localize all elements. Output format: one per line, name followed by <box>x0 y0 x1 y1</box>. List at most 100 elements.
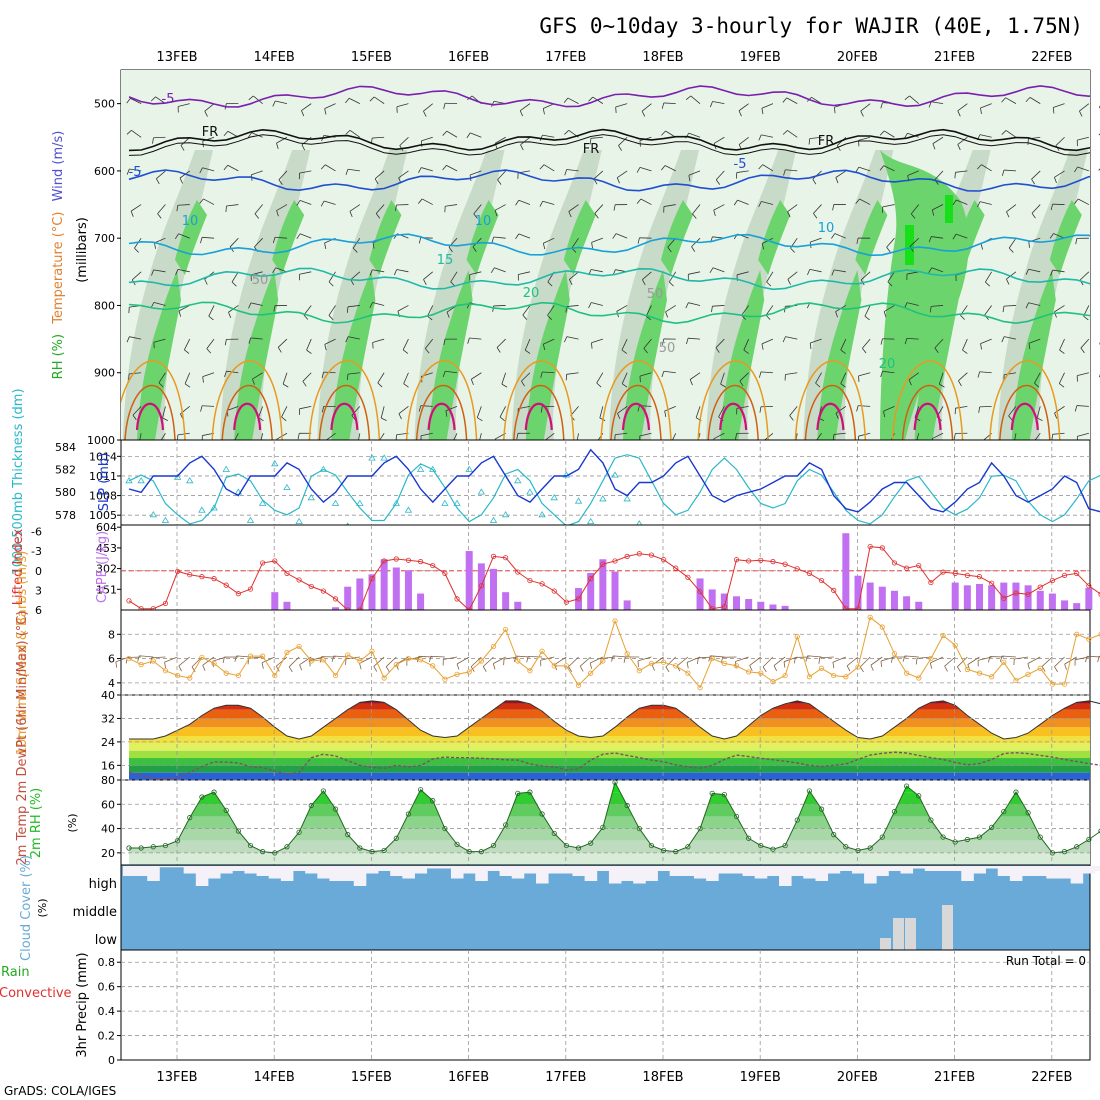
barb-flag <box>735 661 737 668</box>
surface-barb <box>526 656 543 663</box>
barb-shaft <box>1004 336 1017 340</box>
upper-wind-barb <box>1052 103 1065 114</box>
barb-shaft <box>1054 305 1065 313</box>
barb-flag <box>513 655 517 662</box>
barb-shaft <box>688 170 701 176</box>
barb-flag <box>374 178 379 185</box>
upper-wind-barb <box>1006 271 1017 285</box>
barb-shaft <box>398 170 409 179</box>
barb-shaft <box>402 338 409 351</box>
barb-flag <box>492 305 495 312</box>
surface-barb <box>288 656 300 673</box>
barb-shaft <box>208 305 215 317</box>
barb-flag <box>446 311 450 318</box>
upper-wind-barb <box>713 204 725 216</box>
barb-flag <box>288 666 293 673</box>
barb-shaft <box>773 656 786 666</box>
barb-shaft <box>178 656 191 667</box>
lifted-tick: -6 <box>31 526 42 539</box>
barb-flag <box>689 379 693 386</box>
barb-flag <box>860 110 864 117</box>
barb-shaft <box>957 103 968 112</box>
barb-shaft <box>643 338 652 349</box>
upper-wind-barb <box>445 405 458 417</box>
upper-wind-barb <box>248 302 263 309</box>
upper-wind-barb <box>835 406 847 419</box>
thickness-marker <box>319 465 328 472</box>
high-cloud-gap <box>633 866 646 884</box>
upper-wind-barb <box>564 336 579 343</box>
barb-shaft <box>1076 405 1089 407</box>
surface-barb <box>261 656 275 669</box>
thickness-slp-frame <box>120 439 1091 526</box>
upper-wind-barb <box>832 204 846 211</box>
barb-flag <box>320 164 326 170</box>
barb-shaft <box>276 656 288 667</box>
barb-shaft <box>676 656 689 667</box>
high-cloud-gap <box>961 866 974 881</box>
barb-flag <box>645 315 652 321</box>
rh-marker <box>454 841 460 847</box>
lifted-tick: 3 <box>35 584 42 597</box>
high-cloud-gap <box>475 866 488 881</box>
upper-wind-barb <box>856 405 871 412</box>
surface-barb <box>665 656 677 673</box>
barb-shaft <box>887 271 895 283</box>
slp-label: SLP (mb) <box>97 453 112 512</box>
lifted-marker <box>1001 595 1007 601</box>
barb-flag <box>783 169 786 176</box>
barb-shaft <box>712 101 725 105</box>
top-date-label: 17FEB <box>545 50 586 65</box>
barb-flag <box>887 281 893 287</box>
svg-text:RH (%) Temperature (°C: RH (%) Temperature (°C) Wind (m/s) <box>51 131 66 380</box>
barb-flag <box>154 242 157 249</box>
rh-core <box>720 270 765 440</box>
barb-shaft <box>596 372 604 384</box>
upper-wind-barb <box>151 269 166 276</box>
high-cloud-gap <box>560 866 573 874</box>
barb-flag <box>934 347 939 353</box>
barb-shaft <box>910 204 920 215</box>
barb-flag <box>297 433 300 440</box>
bottom-date-label: 20FEB <box>837 1070 878 1085</box>
barb-shaft <box>760 371 773 374</box>
upper-wind-barb <box>929 305 944 313</box>
barb-flag <box>1049 233 1054 239</box>
barb-flag <box>759 406 762 413</box>
barb-shaft <box>787 204 798 213</box>
upper-wind-barb <box>396 103 409 113</box>
precip-ticks: 00.20.40.60.8 <box>98 956 121 1067</box>
barb-flag <box>809 342 812 350</box>
high-cloud-gap <box>426 866 440 869</box>
relative-humidity-shading <box>121 70 1090 440</box>
upper-wind-barb <box>856 237 871 245</box>
barb-shaft <box>1003 169 1016 172</box>
barb-shaft <box>373 656 385 667</box>
upper-wind-barb <box>1028 338 1041 350</box>
high-cloud-gap <box>1046 866 1059 879</box>
barb-shaft <box>579 656 591 667</box>
barb-shaft <box>858 166 871 172</box>
bottom-date-axis: 13FEB 14FEB 15FEB 16FEB 17FEB 18FEB 19FEB 20FEB… <box>156 1070 1072 1085</box>
barb-shaft <box>958 372 968 382</box>
rh-mid-core <box>855 200 888 275</box>
barb-shaft <box>544 432 555 441</box>
upper-wind-barb <box>224 338 239 346</box>
barb-flag <box>713 209 716 216</box>
upper-wind-barb <box>808 136 822 145</box>
high-cloud-gap <box>900 866 914 874</box>
barb-flag <box>812 178 817 185</box>
barb-shaft <box>277 338 288 348</box>
barb-flag <box>418 237 422 244</box>
barb-flag <box>709 267 714 274</box>
barb-flag <box>418 167 422 174</box>
barb-flag <box>448 246 453 253</box>
barb-flag <box>540 371 543 378</box>
barb-flag <box>980 243 984 250</box>
wind-speed-marker <box>1001 659 1007 665</box>
barb-flag <box>939 383 945 388</box>
upper-wind-barb <box>661 102 676 109</box>
